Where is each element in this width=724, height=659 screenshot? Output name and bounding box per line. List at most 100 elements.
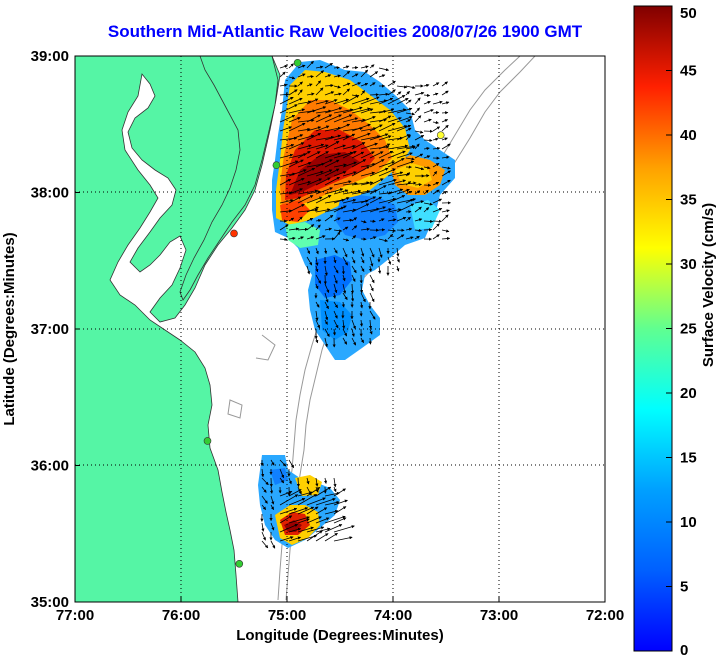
velocity-arrow [342,161,357,168]
velocity-arrow [441,111,449,115]
velocity-arrow [414,228,422,232]
velocity-arrow [333,525,355,533]
velocity-arrow [378,208,392,213]
velocity-arrow [333,108,354,114]
velocity-arrow [324,141,340,150]
velocity-arrow [333,310,338,319]
velocity-arrow [378,168,396,177]
velocity-arrow [324,319,328,325]
velocity-arrow [324,301,329,310]
velocity-arrow [333,180,352,186]
velocity-arrow [288,204,305,213]
velocity-arrow [315,109,332,114]
velocity-arrow [279,494,299,506]
velocity-arrow [396,265,400,272]
velocity-arrow [315,477,319,487]
velocity-arrow [306,218,314,222]
velocity-arrow [360,69,369,78]
velocity-arrow [378,97,394,105]
velocity-arrow [369,185,387,195]
velocity-arrow [441,90,449,96]
velocity-arrow [351,159,367,168]
velocity-arrow [351,181,370,186]
station-marker [235,559,244,568]
velocity-arrow [306,256,313,266]
velocity-arrow [261,504,267,511]
velocity-arrow [414,183,422,187]
velocity-arrow [279,104,298,114]
velocity-arrow [288,536,302,542]
velocity-arrow [351,235,357,240]
velocity-arrow [288,134,304,141]
velocity-arrow [396,107,413,114]
velocity-arrow [359,283,364,294]
velocity-arrow [432,171,438,177]
velocity-arrow [279,153,294,159]
velocity-arrow [432,182,440,186]
velocity-arrow [351,166,370,177]
velocity-arrow [441,214,449,222]
velocity-arrow [288,76,296,80]
grid-lines [75,56,605,602]
velocity-arrow [270,495,275,505]
velocity-arrow [405,134,411,141]
velocity-arrow [387,208,402,213]
velocity-arrow [432,207,443,213]
velocity-arrow [387,124,408,132]
velocity-arrow [351,151,365,159]
velocity-arrow [333,217,341,222]
velocity-arrow [306,196,323,204]
velocity-arrow [405,236,414,240]
y-axis-label: Latitude (Degrees:Minutes) [1,232,18,425]
velocity-arrow [297,236,304,240]
velocity-arrow [405,190,413,195]
velocity-arrow [315,247,319,255]
velocity-arrow [351,274,356,282]
velocity-arrow [279,237,288,241]
velocity-arrow [396,144,416,150]
velocity-arrow [405,157,415,161]
x-tick-label: 77:00 [56,607,94,624]
velocity-arrow [342,328,348,337]
velocity-arrow [432,198,443,204]
velocity-arrow [315,527,331,533]
velocity-arrow [378,197,397,204]
velocity-arrow [351,256,356,264]
radar-stations [203,59,445,568]
velocity-arrow [396,97,409,105]
velocity-arrow [368,319,373,330]
velocity-arrow [333,477,337,488]
velocity-arrow [360,171,376,177]
velocity-arrow [360,256,365,264]
velocity-arrow [324,152,342,159]
velocity-arrow [306,224,315,231]
y-axis-ticks: 35:00 36:00 37:00 38:00 39:00 [31,48,80,611]
velocity-arrow [279,92,290,97]
velocity-arrow [333,488,346,497]
velocity-arrow [441,155,450,159]
velocity-arrow [360,127,377,132]
velocity-arrow [279,459,287,467]
velocity-arrow [324,532,338,542]
velocity-arrow [351,225,358,231]
colorbar-tick-label: 40 [680,127,697,144]
velocity-arrow [423,118,432,123]
velocity-arrow [369,64,375,69]
y-tick-label: 39:00 [31,48,69,65]
colorbar-tick-label: 0 [680,642,688,659]
velocity-arrow [315,497,336,506]
velocity-arrow [315,486,332,497]
velocity-arrow [306,60,314,69]
velocity-arrow [315,319,320,329]
velocity-arrow [423,109,434,114]
velocity-arrow [261,540,269,549]
colorbar-tick-label: 50 [680,5,697,22]
velocity-arrow [387,80,396,87]
velocity-arrow [288,169,307,177]
velocity-arrow [279,199,294,204]
velocity-arrow [432,137,439,141]
x-tick-label: 73:00 [480,607,518,624]
velocity-arrow [360,151,375,159]
velocity-arrow [297,180,312,186]
velocity-arrow [279,64,288,69]
